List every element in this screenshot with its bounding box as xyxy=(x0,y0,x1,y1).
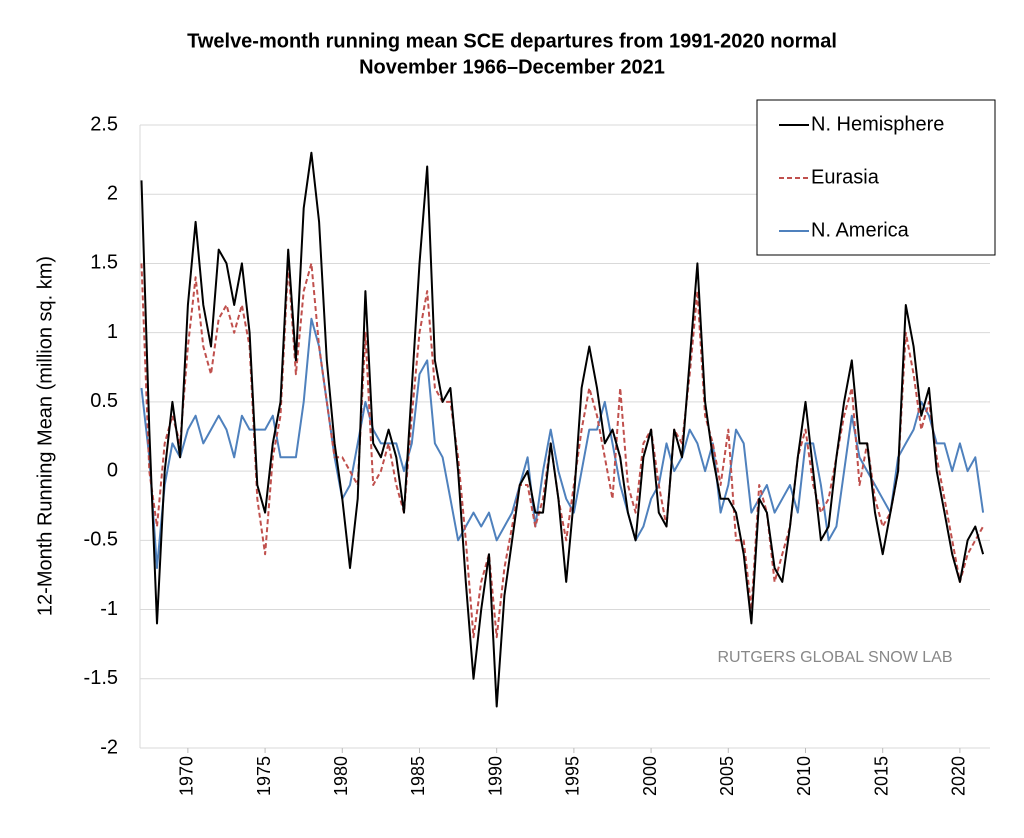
y-tick-label: 2.5 xyxy=(90,113,118,135)
x-tick-label: 1995 xyxy=(563,756,583,796)
x-tick-label: 1980 xyxy=(331,756,351,796)
x-tick-label: 2015 xyxy=(871,756,891,796)
y-tick-label: 2 xyxy=(107,183,118,205)
y-tick-label: -1.5 xyxy=(84,667,118,689)
y-tick-label: -1 xyxy=(100,598,118,620)
series-line xyxy=(140,151,985,708)
series-line xyxy=(140,317,985,569)
x-tick-label: 2020 xyxy=(949,756,969,796)
x-tick-label: 1990 xyxy=(485,756,505,796)
chart-subtitle: November 1966–December 2021 xyxy=(359,56,665,78)
legend-label: Eurasia xyxy=(811,166,880,188)
legend-label: N. Hemisphere xyxy=(811,113,944,135)
x-tick-label: 2000 xyxy=(640,756,660,796)
y-tick-label: 0.5 xyxy=(90,390,118,412)
legend-label: N. America xyxy=(811,219,910,241)
x-tick-label: 2005 xyxy=(717,756,737,796)
series-line xyxy=(140,262,984,639)
y-tick-label: 1 xyxy=(107,321,118,343)
x-tick-label: 1975 xyxy=(254,756,274,796)
y-tick-label: -0.5 xyxy=(84,529,118,551)
x-tick-label: 1985 xyxy=(408,756,428,796)
x-tick-label: 2010 xyxy=(794,756,814,796)
y-tick-label: -2 xyxy=(100,736,118,758)
y-tick-label: 0 xyxy=(107,459,118,481)
chart-title: Twelve-month running mean SCE departures… xyxy=(187,30,837,52)
y-axis-label: 12-Month Running Mean (million sq. km) xyxy=(34,256,56,616)
x-tick-label: 1970 xyxy=(177,756,197,796)
annotation: RUTGERS GLOBAL SNOW LAB xyxy=(717,649,952,666)
y-tick-label: 1.5 xyxy=(90,252,118,274)
